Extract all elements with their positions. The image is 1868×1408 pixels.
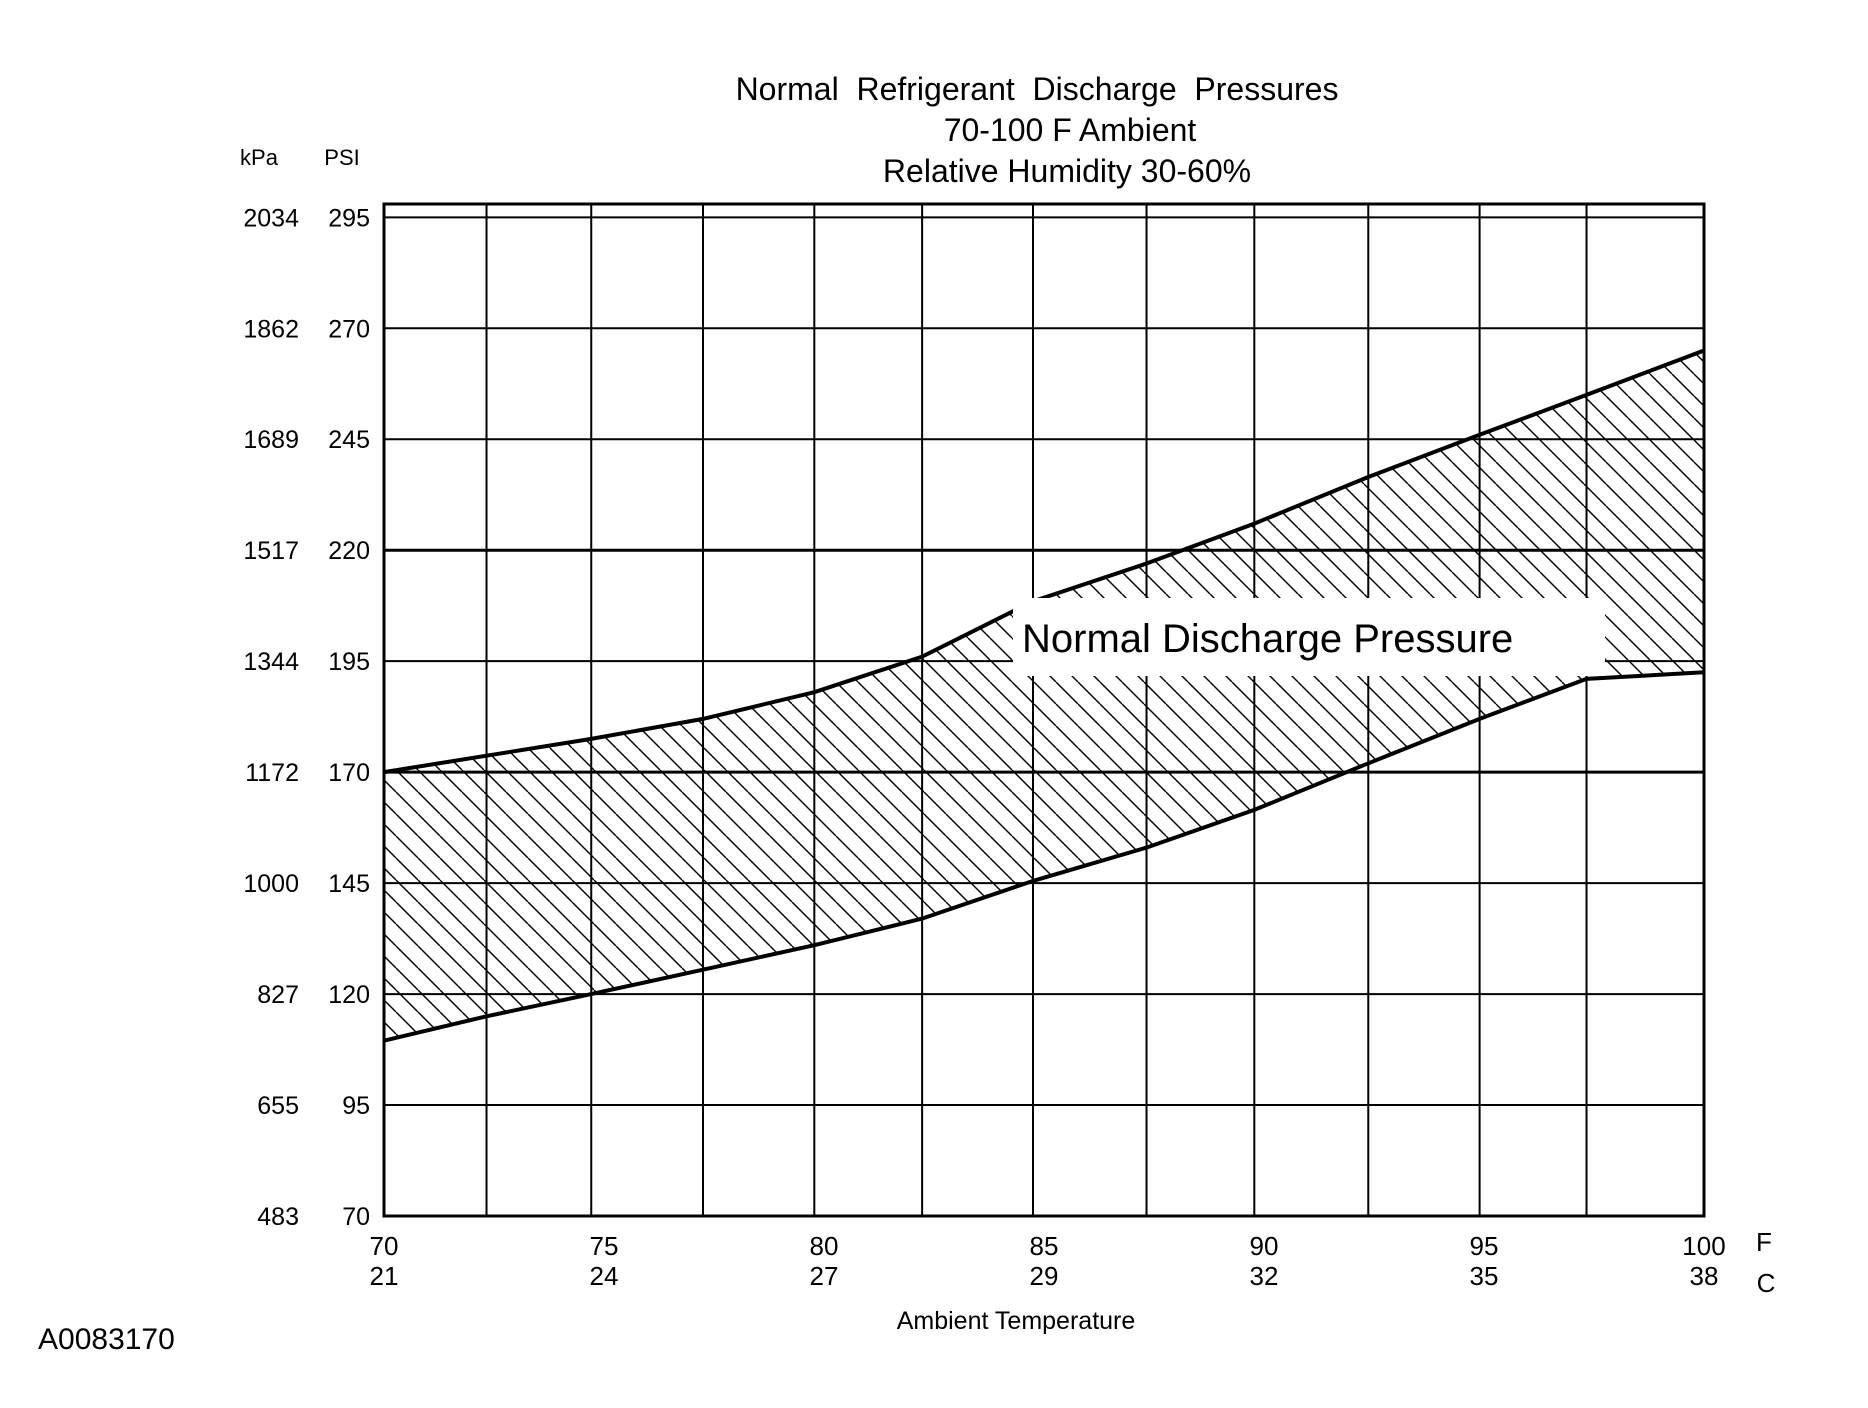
x-tick-label-c: 38 — [1690, 1261, 1719, 1291]
y-tick-label-psi: 245 — [328, 426, 370, 454]
band-label: Normal Discharge Pressure — [1022, 617, 1513, 661]
x-tick-label-f: 70 — [370, 1231, 399, 1261]
y-unit-kpa: kPa — [240, 145, 279, 170]
x-tick-label-f: 75 — [590, 1231, 619, 1261]
x-tick-label-c: 27 — [810, 1261, 839, 1291]
plot-frame — [382, 202, 1706, 1218]
y-tick-label-kpa: 1862 — [243, 315, 299, 343]
y-tick-label-psi: 170 — [328, 759, 370, 787]
normal-pressure-band — [384, 350, 1704, 1041]
x-tick-label-c: 32 — [1250, 1261, 1279, 1291]
y-tick-label-psi: 70 — [342, 1203, 370, 1231]
chart-title: Normal Refrigerant Discharge Pressures 7… — [736, 71, 1339, 189]
x-tick-label-f: 80 — [810, 1231, 839, 1261]
y-axis-ticks: 70 483 95 655 120 827 145 1000 170 1172 195 1344 220… — [243, 204, 370, 1231]
y-tick-label-kpa: 483 — [257, 1203, 299, 1231]
y-tick-label-psi: 145 — [328, 870, 370, 898]
y-tick-label-psi: 195 — [328, 648, 370, 676]
band-label-background — [1013, 598, 1605, 676]
y-unit-psi: PSI — [324, 145, 359, 170]
figure-id: A0083170 — [38, 1323, 175, 1356]
x-unit-c: C — [1757, 1268, 1776, 1298]
lower-pressure-line — [383, 670, 1705, 1043]
y-tick-label-kpa: 2034 — [243, 204, 299, 232]
y-tick-label-kpa: 827 — [257, 981, 299, 1009]
y-tick-label-kpa: 1344 — [243, 648, 299, 676]
x-tick-label-f: 100 — [1682, 1231, 1725, 1261]
x-axis-label: Ambient Temperature — [897, 1307, 1136, 1335]
y-tick-label-kpa: 1172 — [245, 759, 299, 787]
x-unit-f: F — [1756, 1227, 1772, 1257]
y-tick-label-kpa: 655 — [257, 1092, 299, 1120]
chart-title-line-3: Relative Humidity 30-60% — [883, 153, 1251, 189]
chart-title-line-2: 70-100 F Ambient — [944, 112, 1197, 148]
x-tick-label-c: 24 — [590, 1261, 619, 1291]
x-tick-label-f: 95 — [1470, 1231, 1499, 1261]
x-tick-label-f: 90 — [1250, 1231, 1279, 1261]
chart-title-line-1: Normal Refrigerant Discharge Pressures — [736, 71, 1339, 107]
x-tick-label-c: 21 — [370, 1261, 399, 1291]
y-tick-label-psi: 220 — [328, 537, 370, 565]
y-tick-label-psi: 270 — [328, 315, 370, 343]
y-tick-label-kpa: 1000 — [243, 870, 299, 898]
y-tick-label-psi: 95 — [342, 1092, 370, 1120]
y-tick-label-psi: 295 — [328, 204, 370, 232]
y-tick-label-psi: 120 — [328, 981, 370, 1009]
x-tick-label-c: 29 — [1030, 1261, 1059, 1291]
x-tick-label-f: 85 — [1030, 1231, 1059, 1261]
x-tick-label-c: 35 — [1470, 1261, 1499, 1291]
y-tick-label-kpa: 1689 — [243, 426, 299, 454]
y-tick-label-kpa: 1517 — [243, 537, 299, 565]
